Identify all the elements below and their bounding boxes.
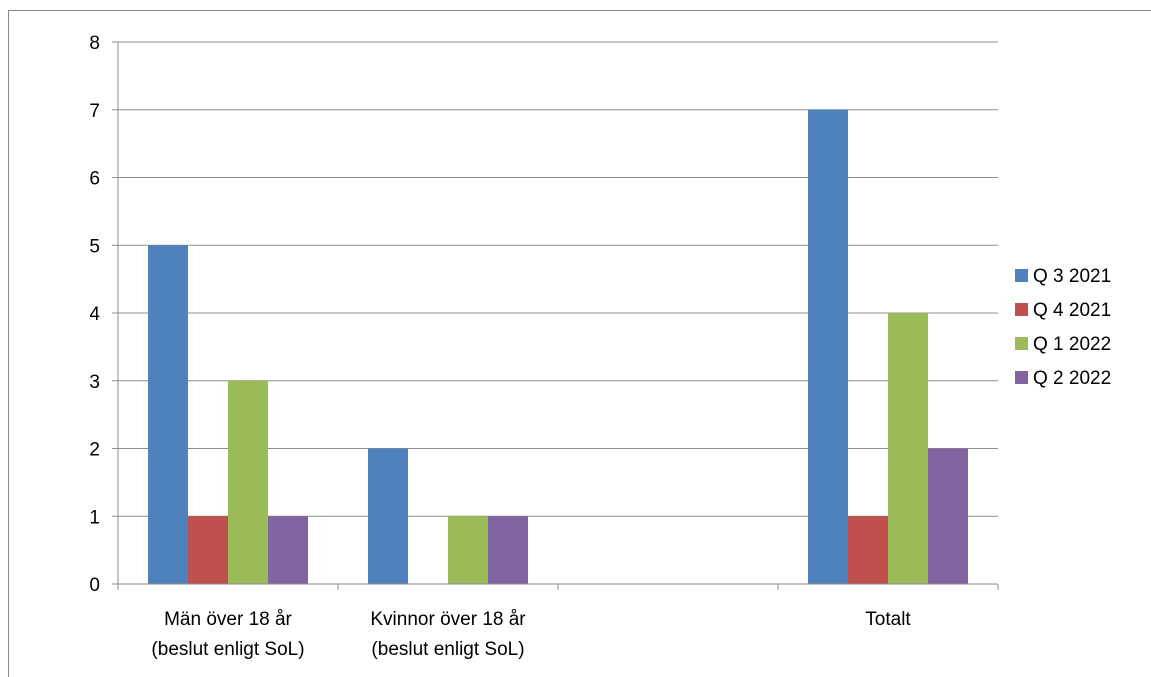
y-tick-label: 6 (89, 169, 100, 190)
y-tick-labels: 0 1 2 3 4 5 6 7 8 (89, 33, 100, 596)
bar (928, 448, 968, 584)
bar (808, 109, 848, 584)
axes (112, 41, 999, 590)
legend: Q 3 2021 Q 4 2021 Q 1 2022 Q 2 2022 (1015, 266, 1111, 389)
x-tick-label: (beslut enligt SoL) (151, 639, 304, 660)
x-tick-label: Totalt (865, 609, 911, 630)
bar (188, 516, 228, 584)
y-tick-label: 5 (89, 236, 100, 257)
legend-label: Q 1 2022 (1033, 334, 1111, 355)
bar (888, 313, 928, 584)
legend-label: Q 2 2022 (1033, 368, 1111, 389)
legend-swatch (1015, 269, 1028, 282)
x-tick-labels: Män över 18 år (beslut enligt SoL) Kvinnor… (151, 609, 911, 660)
bar (268, 516, 308, 584)
x-tick-label: Män över 18 år (164, 609, 292, 630)
legend-swatch (1015, 337, 1028, 350)
bar (368, 448, 408, 584)
legend-label: Q 3 2021 (1033, 266, 1111, 287)
legend-swatch (1015, 371, 1028, 384)
y-tick-label: 8 (89, 33, 100, 54)
bar (848, 516, 888, 584)
bar (148, 245, 188, 584)
bar (228, 380, 268, 584)
y-tick-label: 3 (89, 372, 100, 393)
x-tick-label: Kvinnor över 18 år (370, 609, 526, 630)
y-tick-label: 4 (89, 304, 100, 325)
bar (448, 516, 488, 584)
legend-label: Q 4 2021 (1033, 300, 1111, 321)
bar (488, 516, 528, 584)
y-tick-label: 0 (89, 575, 100, 596)
legend-swatch (1015, 303, 1028, 316)
y-tick-label: 1 (89, 507, 100, 528)
y-tick-label: 2 (89, 440, 100, 461)
y-tick-label: 7 (89, 101, 100, 122)
x-tick-label: (beslut enligt SoL) (371, 639, 524, 660)
bars (148, 109, 968, 584)
